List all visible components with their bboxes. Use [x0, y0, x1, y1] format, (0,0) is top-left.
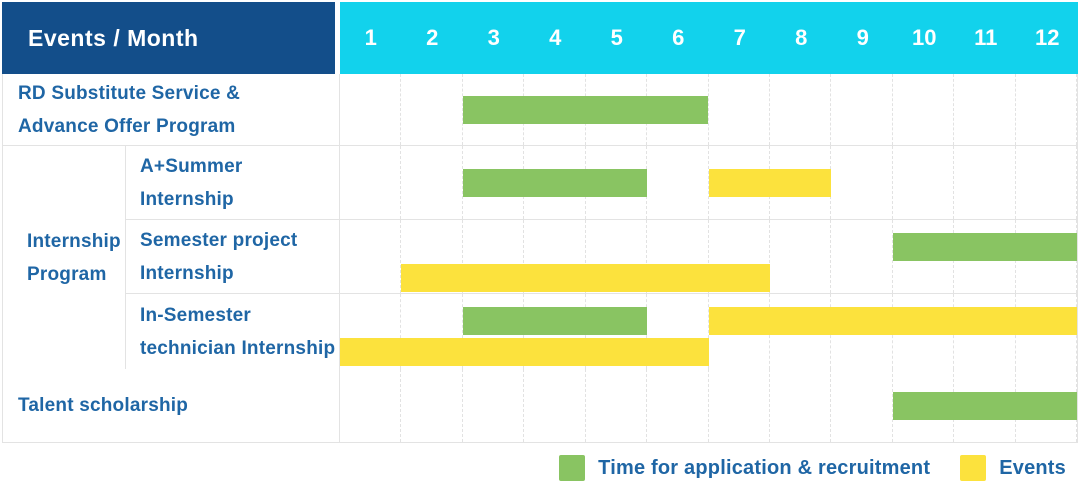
month-label-7: 7 — [733, 25, 746, 50]
month-grid-cell — [340, 146, 402, 219]
legend-swatch-event — [960, 455, 987, 481]
row-label-line: A+Summer — [140, 155, 243, 177]
legend: Time for application & recruitment Events — [2, 444, 1074, 492]
row-chart-area — [340, 369, 1078, 442]
month-label-9: 9 — [856, 25, 869, 50]
legend-item-application: Time for application & recruitment — [559, 455, 930, 481]
gantt-row: In-Semester technician Internship — [126, 294, 1078, 369]
gantt-row: RD Substitute Service & Advance Offer Pro… — [3, 74, 1078, 146]
month-label-12: 12 — [1035, 25, 1060, 50]
legend-label: Events — [999, 456, 1066, 479]
table-header: Events / Month 1 2 3 4 5 6 7 8 9 10 11 12 — [2, 2, 1078, 74]
gantt-row: Semester project Internship — [126, 220, 1078, 294]
legend-label: Time for application & recruitment — [598, 456, 931, 479]
row-chart-area — [340, 74, 1078, 145]
row-label: Talent scholarship — [3, 369, 340, 442]
row-label: Semester project Internship — [126, 220, 340, 293]
row-label: RD Substitute Service & Advance Offer Pro… — [3, 74, 340, 145]
month-grid-cell — [340, 220, 402, 293]
month-grid-cell — [954, 146, 1016, 219]
gantt-row: A+Summer Internship — [126, 146, 1078, 220]
month-label-1: 1 — [364, 25, 377, 50]
month-grid-cell — [1016, 74, 1078, 145]
month-grid-cell — [893, 74, 955, 145]
application-bar — [892, 391, 1077, 420]
month-label-4: 4 — [549, 25, 562, 50]
month-grid-cell — [831, 74, 893, 145]
month-grid-cell — [770, 369, 832, 442]
month-grid-cell — [709, 220, 770, 293]
month-grid-cell — [647, 294, 709, 369]
row-label-line: In-Semester — [140, 304, 251, 326]
application-bar — [892, 233, 1077, 261]
group-rows: A+Summer Internship Semester project Intern… — [126, 146, 1078, 369]
month-grid-cell — [709, 74, 770, 145]
row-label-line: Talent scholarship — [18, 395, 189, 416]
group-label-line: Internship — [27, 230, 121, 252]
group-label: Internship Program — [3, 146, 126, 369]
gantt-row: Talent scholarship — [3, 369, 1078, 443]
month-label-10: 10 — [912, 25, 937, 50]
month-grid-cell — [831, 369, 893, 442]
month-grid-cell — [401, 369, 463, 442]
month-grid-cell — [586, 369, 648, 442]
month-grid-cell — [831, 146, 893, 219]
month-grid-cell — [831, 220, 893, 293]
group-block: Internship Program A+Summer Internship Semes… — [3, 146, 1078, 369]
event-bar — [708, 168, 832, 197]
month-grid-cell — [770, 74, 832, 145]
month-grid-cell — [647, 369, 709, 442]
row-label: In-Semester technician Internship — [126, 294, 340, 369]
month-grid-cell — [463, 220, 525, 293]
row-label-line: RD Substitute Service & — [18, 82, 241, 104]
month-grid-cell — [340, 74, 402, 145]
month-grid-cell — [401, 220, 463, 293]
application-bar — [462, 307, 648, 335]
row-label-line: Internship — [140, 262, 234, 284]
month-grid-cell — [1016, 146, 1078, 219]
group-label-line: Program — [27, 263, 107, 285]
month-grid-cell — [647, 220, 709, 293]
month-label-3: 3 — [487, 25, 500, 50]
month-label-5: 5 — [610, 25, 623, 50]
legend-item-event: Events — [960, 455, 1066, 481]
row-chart-area — [340, 294, 1078, 369]
application-bar — [462, 168, 648, 197]
gantt-table: Events / Month 1 2 3 4 5 6 7 8 9 10 11 12 RD Substi… — [2, 2, 1078, 443]
application-bar — [462, 95, 709, 124]
month-grid-cell — [524, 220, 586, 293]
row-label-line: Internship — [140, 188, 234, 210]
row-label: A+Summer Internship — [126, 146, 340, 219]
events-month-header: Events / Month — [2, 2, 335, 74]
month-grid-cell — [340, 369, 402, 442]
event-bar — [708, 307, 1077, 335]
row-chart-area — [340, 220, 1078, 293]
month-grid-cell — [401, 74, 463, 145]
month-label-6: 6 — [672, 25, 685, 50]
month-grid-cell — [401, 146, 463, 219]
month-grid-cell — [401, 294, 463, 369]
month-label-2: 2 — [426, 25, 439, 50]
legend-swatch-application — [559, 455, 586, 481]
row-label-line: Semester project — [140, 229, 298, 251]
row-chart-area — [340, 146, 1078, 219]
row-label-line: Advance Offer Program — [18, 115, 236, 137]
month-grid-cell — [463, 369, 525, 442]
month-grid-cell — [709, 369, 770, 442]
month-grid-cell — [893, 146, 955, 219]
month-grid-cell — [647, 146, 709, 219]
month-grid-cell — [340, 294, 402, 369]
month-grid-cell — [524, 369, 586, 442]
month-grid-cell — [954, 74, 1016, 145]
month-grid-cell — [770, 220, 832, 293]
month-grid-cell — [586, 220, 648, 293]
month-label-11: 11 — [974, 25, 998, 50]
gantt-body: RD Substitute Service & Advance Offer Pro… — [2, 74, 1078, 443]
month-label-8: 8 — [795, 25, 808, 50]
event-bar — [340, 338, 709, 366]
row-label-line: technician Internship — [140, 337, 336, 359]
event-bar — [401, 264, 770, 292]
months-header: 1 2 3 4 5 6 7 8 9 10 11 12 — [340, 2, 1078, 74]
